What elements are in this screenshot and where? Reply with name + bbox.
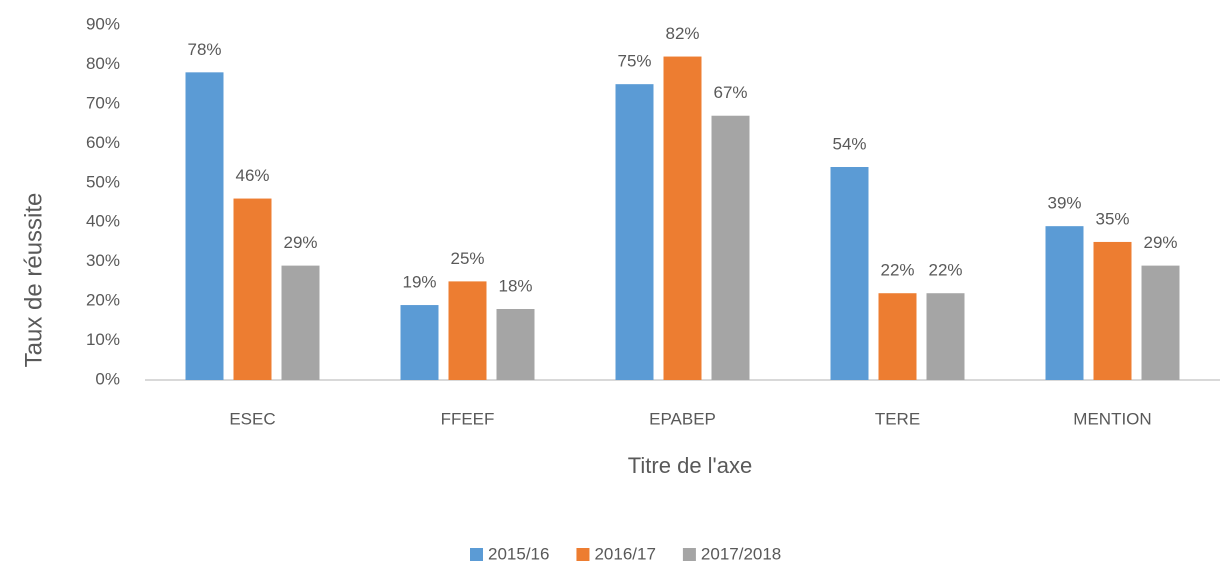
- bar: [615, 84, 654, 381]
- y-tick-label: 0%: [95, 369, 120, 388]
- data-label: 25%: [450, 249, 484, 268]
- bar: [878, 293, 917, 380]
- data-label: 39%: [1047, 194, 1081, 213]
- y-tick-label: 60%: [86, 133, 120, 152]
- x-tick-label: TERE: [875, 409, 920, 428]
- bar: [1045, 226, 1084, 380]
- legend-swatch: [576, 548, 590, 561]
- y-tick-label: 90%: [86, 14, 120, 33]
- x-tick-label: ESEC: [229, 409, 275, 428]
- bar: [281, 265, 320, 380]
- bar: [830, 167, 869, 380]
- bar: [185, 72, 224, 380]
- y-axis-title: Taux de réussite: [20, 193, 47, 368]
- data-label: 22%: [928, 261, 962, 280]
- bar: [926, 293, 965, 380]
- y-tick-label: 40%: [86, 212, 120, 231]
- data-label: 82%: [665, 24, 699, 43]
- bar: [1093, 241, 1132, 380]
- x-tick-label: EPABEP: [649, 409, 716, 428]
- y-tick-label: 50%: [86, 172, 120, 191]
- legend-label: 2017/2018: [701, 544, 781, 563]
- data-label: 29%: [283, 233, 317, 252]
- data-label: 22%: [880, 261, 914, 280]
- bar: [1141, 265, 1180, 380]
- data-label: 46%: [235, 166, 269, 185]
- legend-swatch: [682, 548, 696, 561]
- data-label: 75%: [617, 52, 651, 71]
- bar: [400, 305, 439, 380]
- y-tick-label: 10%: [86, 330, 120, 349]
- legend-label: 2015/16: [488, 544, 549, 563]
- bar: [663, 56, 702, 381]
- x-tick-label: FFEEF: [441, 409, 495, 428]
- data-label: 18%: [498, 276, 532, 295]
- data-label: 54%: [832, 134, 866, 153]
- y-tick-label: 70%: [86, 93, 120, 112]
- x-axis-title: Titre de l'axe: [628, 453, 752, 478]
- bar: [233, 198, 272, 380]
- bar: [496, 309, 535, 380]
- x-tick-label: MENTION: [1073, 409, 1151, 428]
- y-tick-label: 30%: [86, 251, 120, 270]
- bar: [711, 115, 750, 380]
- data-label: 78%: [187, 40, 221, 59]
- data-label: 29%: [1143, 233, 1177, 252]
- y-tick-label: 20%: [86, 291, 120, 310]
- legend-label: 2016/17: [594, 544, 655, 563]
- data-label: 67%: [713, 83, 747, 102]
- data-label: 35%: [1095, 209, 1129, 228]
- legend-swatch: [470, 548, 483, 561]
- y-tick-label: 80%: [86, 54, 120, 73]
- bar: [448, 281, 487, 380]
- data-label: 19%: [402, 273, 436, 292]
